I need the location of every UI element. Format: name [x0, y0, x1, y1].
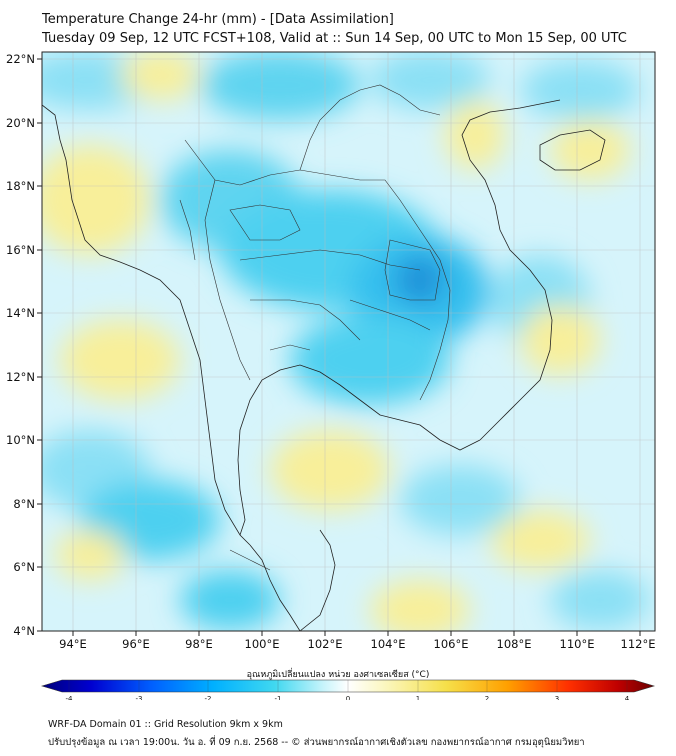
footer-credits: ปรับปรุงข้อมูล ณ เวลา 19:00น. วัน อ. ที่…: [48, 737, 585, 748]
colorbar-tick: -4: [66, 695, 74, 700]
lon-label: 104°E: [371, 637, 406, 651]
colorbar-title: อุณหภูมิเปลี่ยนแปลง หน่วย องศาเซลเซียส (…: [246, 670, 430, 680]
temperature-field: [42, 52, 655, 631]
lat-label: 6°N: [13, 560, 35, 574]
lat-label: 14°N: [6, 306, 35, 320]
lon-label: 94°E: [59, 637, 87, 651]
colorbar-tick: 1: [416, 695, 420, 700]
map-subtitle: Tuesday 09 Sep, 12 UTC FCST+108, Valid a…: [42, 31, 627, 46]
map-title: Temperature Change 24-hr (mm) - [Data As…: [42, 12, 394, 27]
colorbar-tick: -3: [136, 695, 143, 700]
lat-label: 8°N: [13, 497, 35, 511]
lat-label: 10°N: [6, 433, 35, 447]
lat-label: 16°N: [6, 243, 35, 257]
coastlines: [42, 99, 606, 631]
lon-label: 110°E: [560, 637, 595, 651]
lon-label: 106°E: [434, 637, 469, 651]
lat-label: 18°N: [6, 179, 35, 193]
colorbar-tick: 4: [625, 695, 630, 700]
colorbar: [40, 679, 656, 693]
lon-label: 102°E: [308, 637, 343, 651]
map-gridlines: [42, 52, 655, 631]
colorbar-tick: 2: [485, 695, 489, 700]
footer-model-info: WRF-DA Domain 01 :: Grid Resolution 9km …: [48, 719, 283, 730]
lon-label: 98°E: [185, 637, 213, 651]
lat-label: 12°N: [6, 370, 35, 384]
lon-label: 96°E: [122, 637, 150, 651]
lon-label: 108°E: [497, 637, 532, 651]
lon-label: 112°E: [621, 637, 656, 651]
lon-label: 100°E: [245, 637, 280, 651]
colorbar-tick: -2: [205, 695, 212, 700]
colorbar-tick: 0: [346, 695, 350, 700]
axis-ticks: [37, 58, 641, 636]
lat-label: 4°N: [13, 624, 35, 638]
lat-label: 22°N: [6, 52, 35, 66]
colorbar-tick: -1: [275, 695, 282, 700]
map-frame: [41, 51, 656, 632]
forecast-map: 94°E 96°E 98°E 100°E 102°E 104°E 106°E 1…: [6, 51, 656, 700]
country-borders: [179, 84, 451, 571]
colorbar-tick: 3: [555, 695, 559, 700]
lat-label: 20°N: [6, 116, 35, 130]
